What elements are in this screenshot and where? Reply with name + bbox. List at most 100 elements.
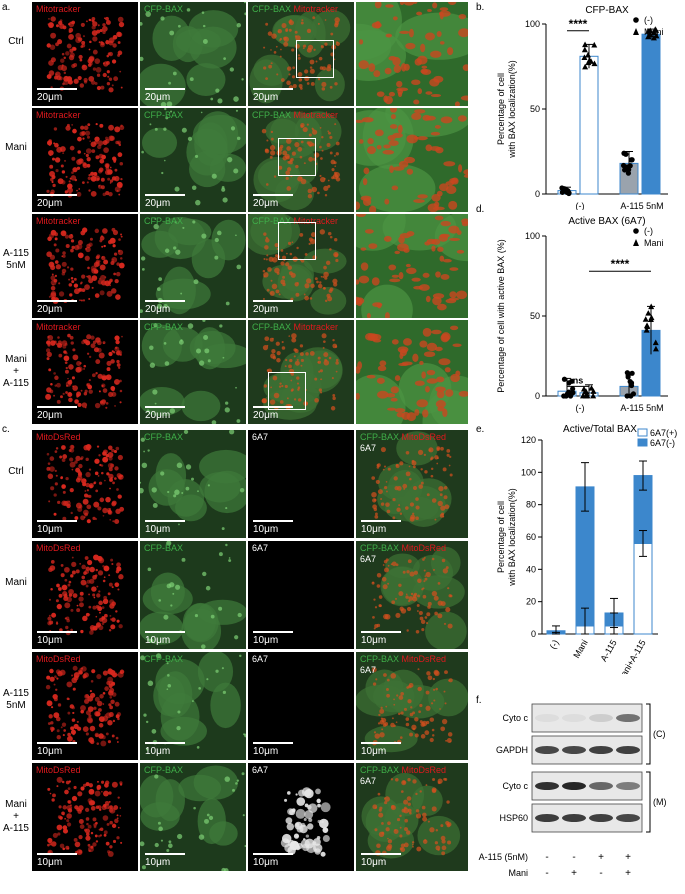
blot-band (589, 714, 613, 722)
condition-label: Mani (508, 868, 528, 878)
zoom-box (268, 372, 306, 410)
channel-label: 6A7 (252, 543, 269, 553)
y-axis-label: with BAX localization(%) (507, 60, 517, 159)
bar (579, 55, 599, 195)
condition-value: - (545, 868, 548, 879)
channel-label: CFP-BAX Mitotracker (252, 216, 339, 226)
channel-label: CFP-BAX MitoDsRed 6A7 (360, 432, 447, 453)
micrograph-tile: MitoDsRed 10μm (32, 652, 138, 760)
micrograph-tile (356, 108, 468, 212)
micrograph-tile: CFP-BAX Mitotracker 20μm (248, 214, 354, 318)
fraction-label: (M) (653, 797, 667, 807)
scale-bar: 10μm (361, 631, 401, 646)
channel-label: MitoDsRed (36, 765, 81, 775)
data-point (570, 390, 576, 396)
chart-title: CFP-BAX (585, 5, 629, 16)
condition-value: + (625, 852, 631, 863)
legend-label: (-) (644, 15, 653, 25)
micrograph-tile: CFP-BAX 20μm (140, 320, 246, 424)
data-point (583, 388, 590, 394)
micrograph-tile: CFP-BAX 20μm (140, 214, 246, 318)
micrograph-tile: Mitotracker 20μm (32, 214, 138, 318)
data-point (620, 162, 627, 169)
channel-label: Mitotracker (36, 110, 81, 120)
micrograph-tile: Mitotracker 20μm (32, 320, 138, 424)
data-point (561, 376, 568, 382)
scale-bar: 20μm (37, 406, 77, 421)
y-tick-label: 20 (526, 597, 536, 607)
legend-label: Mani (644, 27, 664, 37)
zoom-box (278, 222, 316, 260)
channel-label: CFP-BAX Mitotracker (252, 110, 339, 120)
channel-label: MitoDsRed (36, 654, 81, 664)
data-point (627, 163, 633, 169)
data-point (585, 51, 592, 58)
data-point (591, 41, 598, 48)
channel-label: MitoDsRed (36, 543, 81, 553)
micrograph-tile (356, 214, 468, 318)
y-tick-label: 50 (530, 311, 540, 321)
data-point (625, 170, 632, 176)
y-tick-label: 100 (525, 231, 540, 241)
y-tick-label: 40 (526, 564, 536, 574)
panel-f-label: f. (476, 695, 482, 706)
data-point (625, 374, 631, 380)
y-tick-label: 0 (535, 189, 540, 199)
channel-label: MitoDsRed (36, 432, 81, 442)
scale-bar: 10μm (253, 742, 293, 757)
blot-band (589, 746, 613, 754)
legend-marker (633, 28, 639, 35)
data-point (645, 28, 652, 34)
micrograph-tile: MitoDsRed 10μm (32, 763, 138, 871)
channel-label: 6A7 (252, 432, 269, 442)
condition-value: - (599, 868, 602, 879)
data-point (644, 323, 651, 330)
micrograph-tile: CFP-BAX MitoDsRed 6A7 10μm (356, 763, 468, 871)
micrograph-tile: CFP-BAX 20μm (140, 2, 246, 106)
micrograph-tile: CFP-BAX 10μm (140, 652, 246, 760)
scale-bar: 10μm (145, 853, 185, 868)
chart-e: Active/Total BAX Percentage of cell with B… (496, 424, 677, 674)
scale-bar: 20μm (37, 88, 77, 103)
data-point (588, 384, 595, 391)
bar-6a7-positive (633, 542, 653, 635)
panel-e-label: e. (476, 424, 485, 435)
blot-band (562, 782, 586, 790)
scale-bar: 10μm (37, 853, 77, 868)
data-point (566, 389, 572, 395)
data-point (569, 378, 575, 384)
data-point (643, 327, 650, 333)
data-point (624, 393, 630, 399)
significance-label: ns (573, 375, 584, 385)
channel-label: CFP-BAX Mitotracker (252, 322, 339, 332)
micrograph-tile (356, 2, 468, 106)
legend-label: 6A7(-) (650, 438, 675, 448)
channel-label: Mitotracker (36, 322, 81, 332)
x-tick-label: A-115 (598, 638, 618, 663)
condition-value: - (572, 852, 575, 863)
legend-label: Mani (644, 238, 664, 248)
y-axis-label: Percentage of cell (496, 73, 506, 145)
micrograph-tile: CFP-BAX 10μm (140, 763, 246, 871)
data-point (582, 41, 589, 48)
data-point (624, 370, 630, 376)
data-point (652, 339, 659, 346)
band-label: GAPDH (496, 745, 528, 755)
data-point (590, 388, 597, 394)
data-point (648, 303, 655, 310)
scale-bar: 10μm (253, 853, 293, 868)
legend-label: 6A7(+) (650, 428, 677, 438)
y-tick-label: 100 (525, 19, 540, 29)
band-label: Cyto c (502, 713, 528, 723)
channel-label: 6A7 (252, 765, 269, 775)
chart-title: Active BAX (6A7) (568, 216, 645, 227)
data-point (645, 33, 652, 40)
chart-b: CFP-BAX Percentage of cell with BAX locali… (496, 5, 668, 210)
x-tick-label: Mani (571, 638, 589, 660)
scale-bar: 20μm (145, 300, 185, 315)
micrograph-tile: Mitotracker 20μm (32, 2, 138, 106)
blot-band (616, 782, 640, 790)
x-tick-label: (-) (576, 201, 585, 210)
y-tick-label: 120 (521, 435, 536, 445)
y-tick-label: 100 (521, 467, 536, 477)
